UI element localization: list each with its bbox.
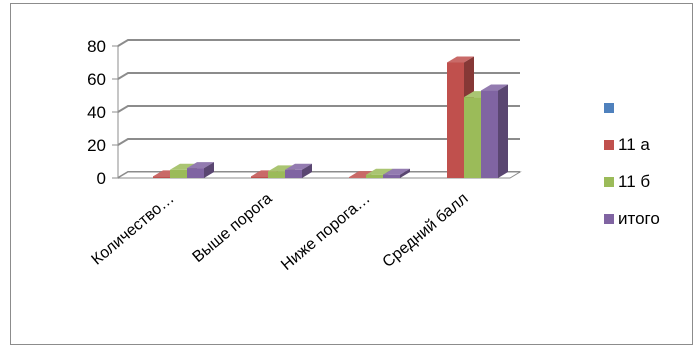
bar bbox=[170, 169, 187, 178]
bar bbox=[349, 177, 366, 178]
y-tick-label: 0 bbox=[97, 169, 106, 188]
bar-top bbox=[383, 168, 410, 175]
bar-side bbox=[400, 168, 410, 178]
gridline bbox=[117, 39, 520, 47]
bar-side bbox=[204, 162, 214, 178]
bar-top bbox=[187, 162, 214, 169]
legend-swatch bbox=[604, 177, 614, 187]
y-tick-label: 60 bbox=[87, 70, 106, 89]
bar bbox=[251, 176, 268, 178]
legend-swatch bbox=[604, 103, 614, 113]
category-label: Ниже порога… bbox=[278, 190, 373, 274]
bar bbox=[285, 169, 302, 178]
bar-top bbox=[170, 163, 197, 170]
bar-top bbox=[447, 56, 474, 63]
bar bbox=[366, 174, 383, 178]
bar-top bbox=[481, 84, 508, 91]
bar bbox=[153, 176, 170, 178]
y-tick-label: 20 bbox=[87, 136, 106, 155]
bar-side bbox=[498, 84, 508, 178]
gridline bbox=[117, 105, 520, 113]
category-label: Средний балл bbox=[380, 190, 472, 271]
bar bbox=[464, 97, 481, 178]
bar bbox=[383, 174, 400, 178]
category-labels: Количество… Выше порога Ниже порога… Средни… bbox=[89, 190, 472, 274]
bar-top bbox=[268, 165, 295, 172]
category-label: Выше порога bbox=[189, 190, 275, 266]
bar-top bbox=[285, 163, 312, 170]
gridline bbox=[117, 138, 520, 146]
legend: 11 а 11 б итого bbox=[604, 103, 660, 228]
bar bbox=[481, 90, 498, 178]
bar-top bbox=[349, 171, 376, 178]
legend-label: 11 а bbox=[618, 135, 650, 154]
bar bbox=[268, 171, 285, 178]
bars bbox=[153, 56, 508, 178]
bar bbox=[187, 168, 204, 178]
legend-swatch bbox=[604, 214, 614, 224]
legend-swatch bbox=[604, 140, 614, 150]
gridline bbox=[117, 72, 520, 80]
category-label: Количество… bbox=[89, 190, 178, 269]
y-tick-labels: 0 20 40 60 80 bbox=[87, 37, 106, 188]
bar bbox=[447, 62, 464, 178]
bar-top bbox=[366, 168, 393, 175]
legend-label: итого bbox=[618, 209, 660, 228]
y-tick-label: 80 bbox=[87, 37, 106, 56]
legend-label: 11 б bbox=[618, 172, 650, 191]
y-tick-label: 40 bbox=[87, 103, 106, 122]
bar-side bbox=[302, 163, 312, 178]
